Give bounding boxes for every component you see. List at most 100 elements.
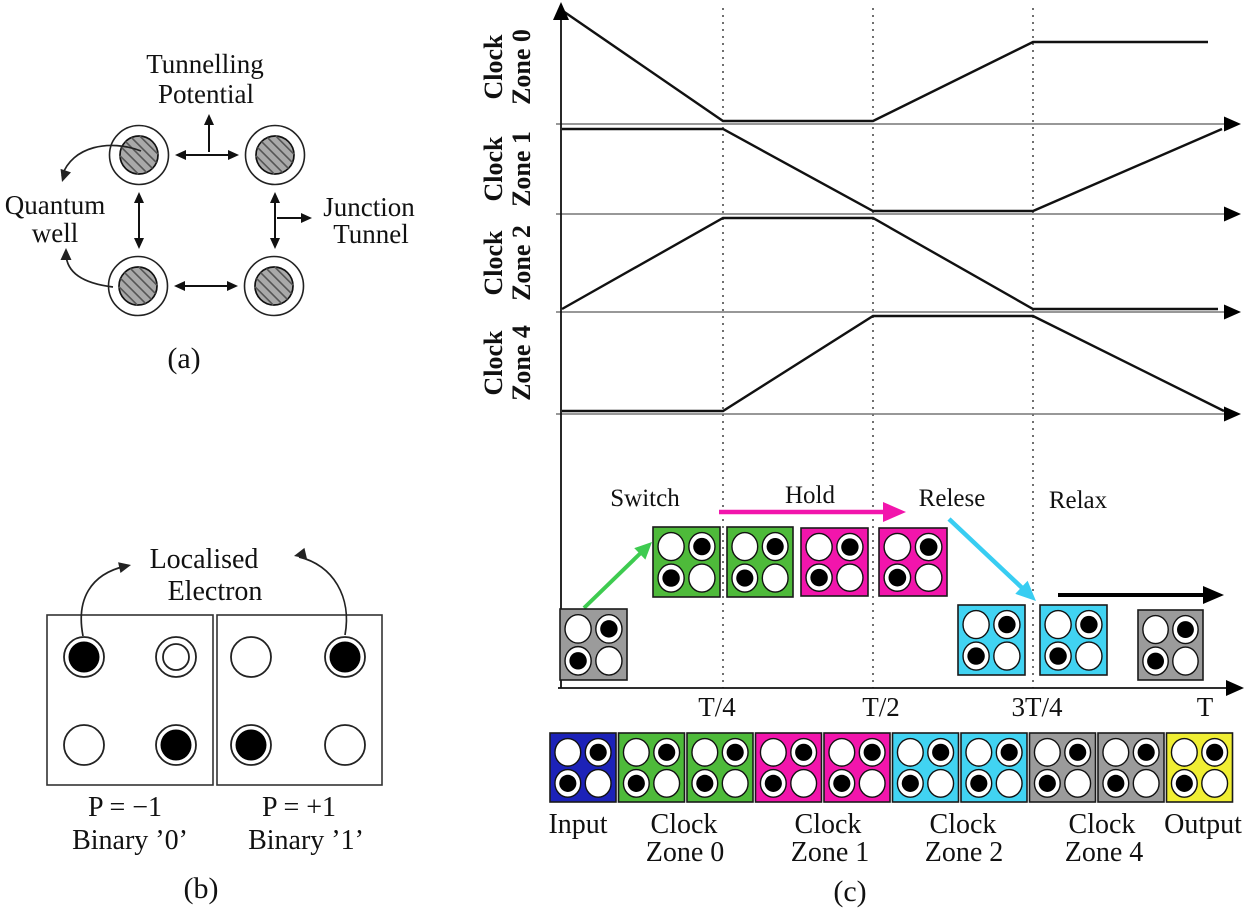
empty-site (965, 737, 993, 767)
empty-site (1142, 614, 1169, 645)
arrowhead (228, 150, 239, 160)
quantum-well-dot (244, 124, 306, 186)
bottom-label-zone0-line2: Zone 0 (646, 837, 725, 868)
empty-site (731, 531, 759, 562)
zone-baseline-arrowhead (1224, 206, 1241, 222)
zone0-axis-label-line1: Clock (479, 34, 508, 100)
electron-dot (693, 537, 711, 556)
tunnelling-potential-pointer-arrow (204, 114, 214, 152)
empty-site (1170, 737, 1198, 767)
x-tick-3t4: 3T/4 (1012, 692, 1063, 722)
electron-dot (696, 774, 714, 792)
quantum-well-dot (107, 255, 169, 317)
empty-site (914, 563, 943, 592)
empty-site (858, 768, 886, 798)
electron-dot (833, 774, 851, 792)
panel-a: Tunnelling Potential Quantum well Juncti… (5, 49, 415, 375)
qca-cell-gray (1028, 732, 1097, 803)
empty-site (805, 532, 833, 562)
arrowhead (134, 238, 144, 249)
electron-dot (589, 743, 607, 761)
panel-c: Clock Zone 0 Clock Zone 1 Clock Zone 2 C… (479, 2, 1244, 908)
electron-dot (155, 724, 197, 766)
electron-dot (901, 774, 919, 792)
electron-dot (627, 774, 645, 792)
arrowhead (60, 248, 72, 261)
zone0-axis-label-line2: Zone 0 (507, 29, 536, 105)
arrowhead (227, 281, 238, 291)
empty-site (962, 609, 990, 640)
electron-dot (1177, 621, 1194, 639)
electron-dot (1038, 774, 1056, 792)
tunnelling-label-line1: Tunnelling (146, 49, 264, 79)
electron-dot (1107, 774, 1125, 792)
y-axis-arrowhead (553, 2, 569, 20)
arrowhead (134, 192, 144, 203)
qca-cell-blue (549, 732, 617, 803)
electron-dot (736, 569, 754, 587)
arrowhead (270, 238, 280, 249)
qca-cell-gray (1097, 732, 1165, 803)
electron-dot (1206, 743, 1224, 761)
electron-dot (658, 743, 676, 761)
empty-dot (230, 636, 272, 678)
empty-site (1044, 609, 1072, 640)
empty-site (828, 737, 856, 767)
electron-dot (766, 538, 784, 556)
empty-dot (63, 724, 105, 766)
empty-site (595, 645, 623, 676)
empty-site (688, 563, 716, 593)
relese-arrow (947, 517, 1036, 601)
empty-site (1201, 768, 1229, 798)
qca-cell-magenta (878, 527, 948, 597)
caption-c: (c) (833, 875, 866, 908)
arrowhead (204, 114, 214, 125)
hold-arrow (719, 502, 906, 522)
switch-arrow (582, 542, 652, 610)
arrowhead (118, 562, 131, 573)
qca-cell-gray (559, 608, 628, 681)
arrowhead (174, 281, 185, 291)
x-tick-t: T (1197, 692, 1214, 722)
waveform-clock-zone-1 (562, 127, 1223, 213)
panel-b: Localised Electron P = −1 Binary ’0’ P =… (46, 544, 383, 905)
caption-b: (b) (184, 872, 219, 905)
electron-dot (600, 620, 618, 638)
vacancy-dot (155, 636, 197, 678)
electron-dot (726, 743, 744, 761)
qca-cell-cyan (960, 732, 1028, 803)
quantum-well-label-line1: Quantum (5, 190, 106, 220)
localised-electron-label-line2: Electron (168, 576, 263, 607)
electron-dot (810, 568, 828, 587)
empty-site (564, 613, 592, 644)
arrowhead (294, 547, 307, 559)
electron-dot (324, 636, 366, 678)
electron-dot (764, 774, 782, 792)
panel-b-drawing (46, 547, 383, 786)
qca-cell-cyan (957, 604, 1026, 676)
empty-site (883, 532, 912, 562)
phase-label-relese: Relese (919, 485, 986, 512)
empty-site (836, 563, 864, 592)
bottom-label-zone4-line2: Zone 4 (1065, 837, 1144, 868)
quantum-well-pointer-arrow-bottom (60, 248, 114, 288)
empty-site (1132, 768, 1160, 798)
arrowhead (301, 213, 312, 223)
localised-electron-pointer-right (294, 547, 348, 636)
zone-baseline-arrowhead (1224, 304, 1241, 320)
arrowhead (175, 150, 186, 160)
panel-c-drawing (549, 2, 1244, 803)
bottom-label-zone2-line1: Clock (930, 809, 997, 840)
p-plus-1-label: P = +1 (262, 792, 336, 823)
tunnel-arrow-top (175, 150, 239, 160)
empty-site (1064, 768, 1092, 798)
caption-a: (a) (167, 342, 200, 375)
empty-site (1172, 646, 1199, 676)
electron-dot (63, 636, 105, 678)
phase-label-relax: Relax (1049, 487, 1108, 514)
electron-dot (998, 615, 1016, 634)
empty-site (554, 737, 582, 767)
qca-cell-green (617, 732, 686, 803)
